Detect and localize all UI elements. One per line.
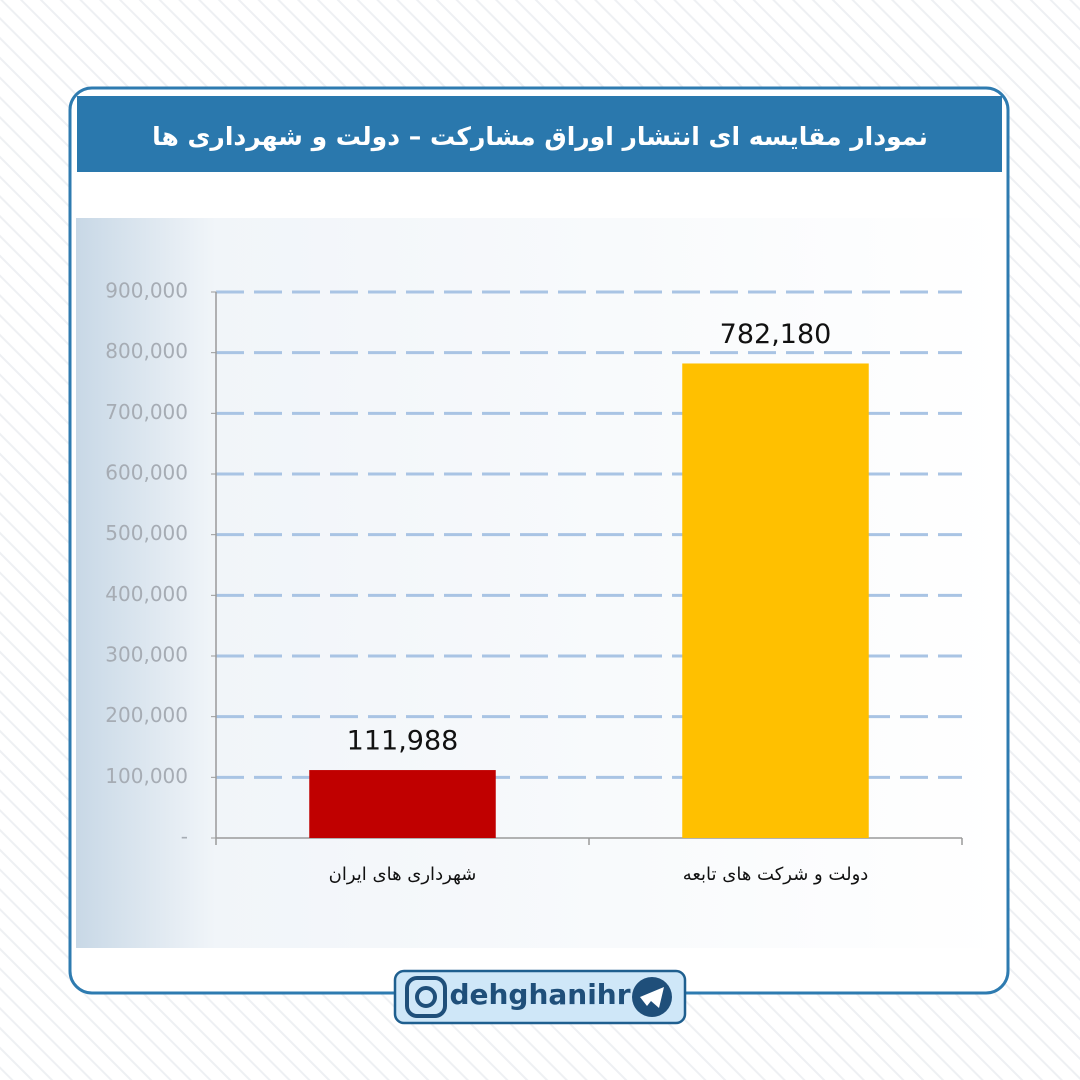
y-tick-label: 700,000 [105, 400, 188, 424]
y-tick-label: 400,000 [105, 582, 188, 606]
plot: - 100,000 200,000 300,000 400,000 500,000 600,… [105, 279, 963, 885]
y-tick-label: 800,000 [105, 339, 188, 363]
chart-title: نمودار مقایسه ای انتشار اوراق مشارکت – د… [152, 122, 928, 152]
y-tick-label: 200,000 [105, 703, 188, 727]
telegram-plane [640, 987, 664, 1008]
y-tick-label: 100,000 [105, 764, 188, 788]
value-label: 782,180 [720, 319, 832, 350]
instagram-icon [405, 976, 447, 1018]
footer-badge [393, 969, 687, 1025]
bar [682, 363, 869, 838]
y-tick-label: - [181, 825, 188, 849]
x-tick-label: شهرداری های ایران [329, 864, 477, 885]
header-bar [77, 96, 1002, 172]
footer-handle: dehghanihr [449, 978, 630, 1011]
bar [309, 770, 496, 838]
y-tick-label: 500,000 [105, 521, 188, 545]
y-tick-label: 900,000 [105, 279, 188, 303]
instagram-icon-lens [415, 986, 437, 1008]
y-tick-label: 600,000 [105, 461, 188, 485]
x-tick-label: دولت و شرکت های تابعه [683, 864, 869, 885]
value-label: 111,988 [347, 726, 459, 757]
y-tick-label: 300,000 [105, 643, 188, 667]
